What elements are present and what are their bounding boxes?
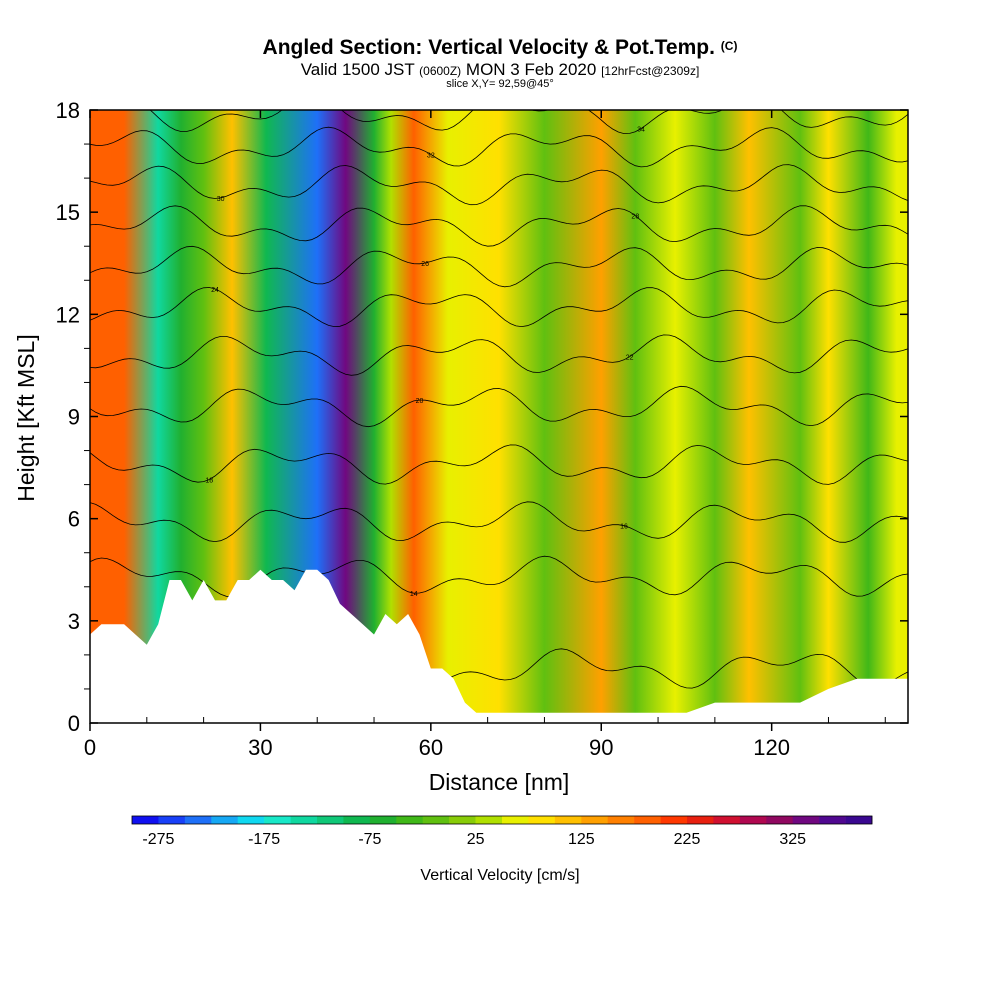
slice-info: slice X,Y= 92,59@45° [446, 78, 554, 90]
theta-contour [90, 205, 908, 247]
valid-date: MON 3 Feb 2020 [465, 60, 597, 79]
colorbar-tick-label: -275 [142, 831, 174, 848]
theta-contour-label: 18 [205, 478, 213, 485]
colorbar-swatch [660, 816, 688, 824]
chart-subtitle: Valid 1500 JST (0600Z) MON 3 Feb 2020 [1… [0, 60, 1000, 80]
colorbar-swatch [502, 816, 529, 824]
y-tick-label: 3 [68, 609, 80, 634]
theta-contour [90, 555, 908, 598]
chart-title: Angled Section: Vertical Velocity & Pot.… [0, 36, 1000, 60]
terrain [90, 569, 908, 723]
x-axis-label: Distance [nm] [429, 769, 570, 795]
colorbar-tick-label: 225 [674, 831, 701, 848]
theta-contour-label: 20 [416, 398, 424, 405]
chart-title-unit: (C) [720, 39, 738, 53]
colorbar-swatch [819, 816, 846, 824]
theta-contour-label: 26 [421, 261, 429, 268]
colorbar-swatch [739, 816, 767, 824]
x-axis: 0 30 60 90 120 [84, 110, 886, 760]
colorbar-swatch [634, 816, 661, 824]
colorbar-swatch [687, 816, 714, 824]
colorbar-swatch [132, 816, 159, 824]
x-tick-label: 90 [589, 735, 613, 760]
theta-contour [90, 245, 908, 288]
colorbar-swatch [158, 816, 186, 824]
y-axis-label: Height [Kft MSL] [13, 334, 39, 501]
y-tick-label: 6 [68, 507, 80, 532]
y-tick-label: 9 [68, 405, 80, 430]
colorbar-swatch [766, 816, 794, 824]
theta-contour [90, 385, 908, 428]
colorbar: -275 -175 -75 25 125 225 325 [131, 815, 873, 848]
colorbar-tick-label: 325 [779, 831, 806, 848]
theta-contours: 121416182022242628303234 [90, 110, 908, 690]
valid-utc: (0600Z) [419, 64, 462, 78]
colorbar-swatch [713, 816, 741, 824]
colorbar-swatch [475, 816, 503, 824]
valid-time: Valid 1500 JST [300, 60, 415, 79]
x-tick-label: 0 [84, 735, 96, 760]
y-axis: 0 3 6 9 12 15 18 [56, 98, 908, 736]
forecast-info: [12hrFcst@2309z] [601, 64, 700, 78]
colorbar-swatch [184, 816, 212, 824]
colorbar-swatch [264, 816, 291, 824]
theta-contour [90, 110, 908, 135]
colorbar-tick-label: 25 [467, 831, 485, 848]
theta-contour [90, 287, 908, 328]
colorbar-swatch [290, 816, 318, 824]
theta-contour-label: 14 [410, 591, 418, 598]
colorbar-swatch [343, 816, 371, 824]
colorbar-swatch [449, 816, 476, 824]
y-tick-label: 0 [68, 711, 80, 736]
x-tick-label: 30 [248, 735, 272, 760]
theta-contour [90, 444, 908, 485]
y-tick-label: 18 [56, 98, 80, 123]
colorbar-swatch [317, 816, 344, 824]
chart-title-text: Angled Section: Vertical Velocity & Pot.… [262, 36, 715, 59]
y-tick-label: 15 [56, 200, 80, 225]
theta-contour [90, 334, 908, 376]
colorbar-swatch [581, 816, 609, 824]
colorbar-swatch [422, 816, 450, 824]
theta-contour-label: 32 [427, 152, 435, 159]
theta-contour-label: 16 [620, 524, 628, 531]
colorbar-tick-label: 125 [568, 831, 595, 848]
colorbar-swatch [237, 816, 265, 824]
x-tick-label: 60 [419, 735, 443, 760]
colorbar-tick-label: -175 [248, 831, 280, 848]
theta-contour [90, 501, 908, 543]
theta-contour-label: 28 [631, 214, 639, 221]
theta-contour [90, 126, 908, 168]
colorbar-swatch [607, 816, 635, 824]
colorbar-frame [131, 815, 873, 825]
colorbar-swatch [554, 816, 582, 824]
colorbar-swatch [211, 816, 239, 824]
theta-contour-label: 30 [217, 196, 225, 203]
y-tick-label: 12 [56, 302, 80, 327]
theta-contour-label: 22 [626, 355, 634, 362]
colorbar-swatch [369, 816, 397, 824]
theta-contour-label: 24 [211, 287, 219, 294]
colorbar-label: Vertical Velocity [cm/s] [420, 867, 579, 884]
colorbar-swatch [792, 816, 820, 824]
colorbar-swatch [528, 816, 556, 824]
colorbar-swatch [396, 816, 424, 824]
x-tick-label: 120 [753, 735, 790, 760]
velocity-field: 121416182022242628303234 [90, 110, 908, 723]
theta-contour-label: 34 [637, 127, 645, 134]
theta-contour [90, 164, 908, 206]
colorbar-swatch [845, 816, 873, 824]
colorbar-tick-label: -75 [358, 831, 381, 848]
